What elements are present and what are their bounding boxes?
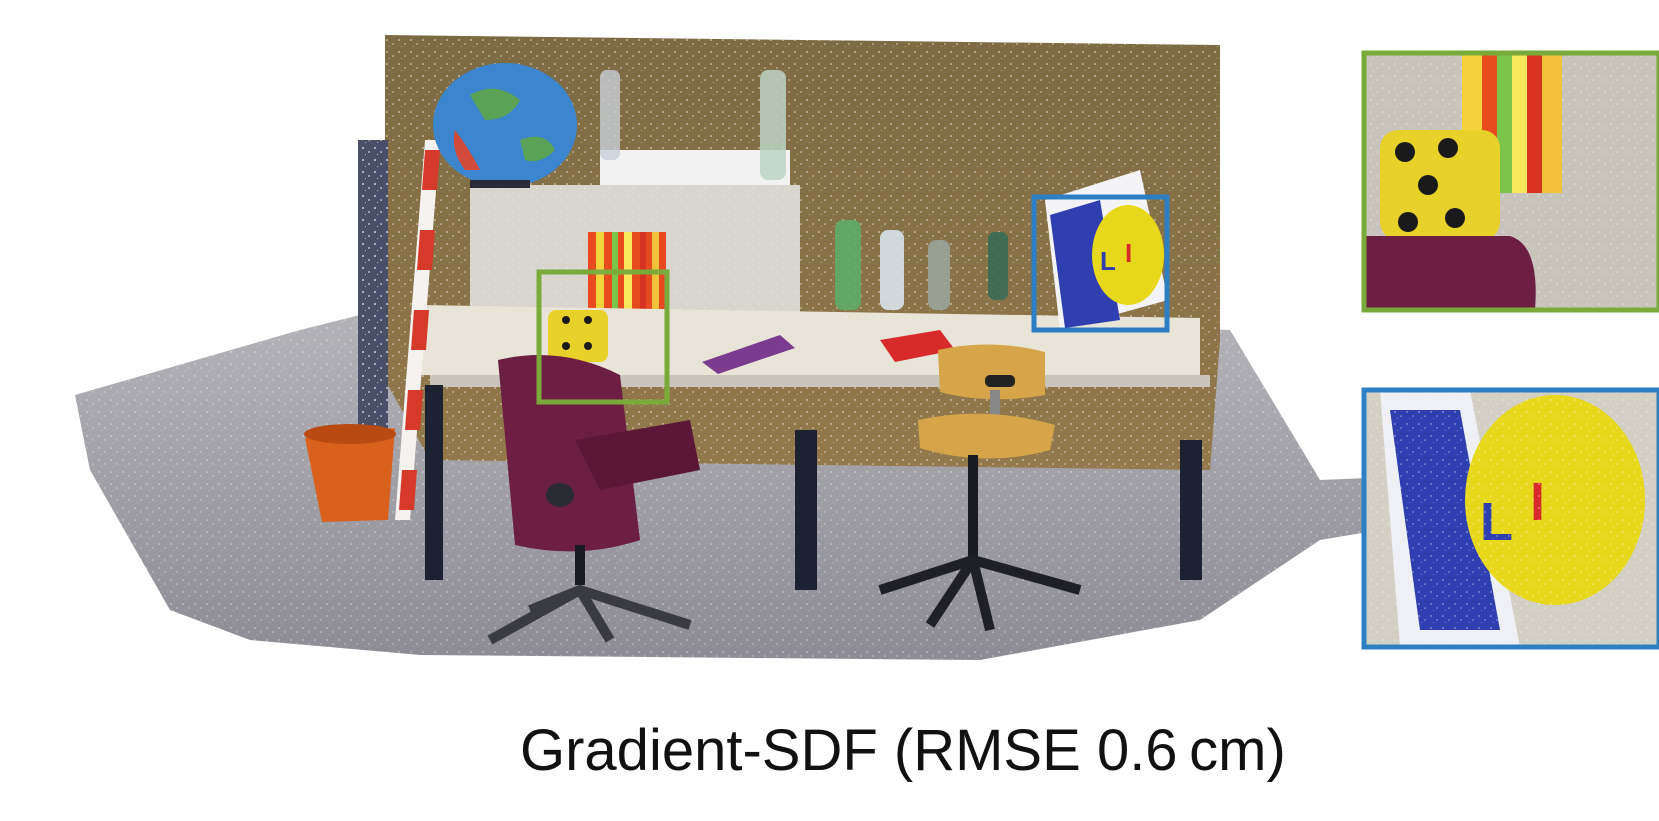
bag: L I — [1045, 170, 1168, 330]
zoom-panel-green — [1364, 53, 1659, 310]
bucket — [304, 424, 396, 522]
caption-open-paren: ( — [893, 718, 914, 783]
zoom-frame-blue — [1361, 387, 1659, 650]
caption-value: 0.6 — [1096, 718, 1178, 783]
dice — [548, 310, 608, 362]
caption-method: Gradient-SDF — [520, 718, 878, 783]
desk-leg — [1180, 440, 1202, 580]
red-item — [880, 330, 955, 362]
desk-leg — [425, 385, 443, 580]
svg-text:I: I — [1125, 238, 1132, 268]
yellow-chair — [878, 344, 1082, 632]
highlight-box-blue — [1031, 194, 1170, 333]
desk-leg — [795, 430, 817, 590]
caption-metric: RMSE — [913, 718, 1081, 783]
figure-caption: Gradient-SDF (RMSE 0.6 cm) — [520, 722, 1420, 780]
highlight-box-green — [536, 269, 670, 405]
zoom-panel-blue: L I — [1364, 390, 1659, 647]
magazine — [702, 335, 795, 374]
striped-pole — [395, 140, 440, 520]
shelf — [600, 150, 790, 190]
caption-close-paren: ) — [1266, 718, 1286, 783]
bottles — [600, 70, 1008, 310]
svg-text:L: L — [1100, 246, 1116, 276]
globe — [433, 63, 577, 188]
zoom-frame-green — [1361, 50, 1659, 313]
caption-unit: cm — [1189, 718, 1267, 783]
